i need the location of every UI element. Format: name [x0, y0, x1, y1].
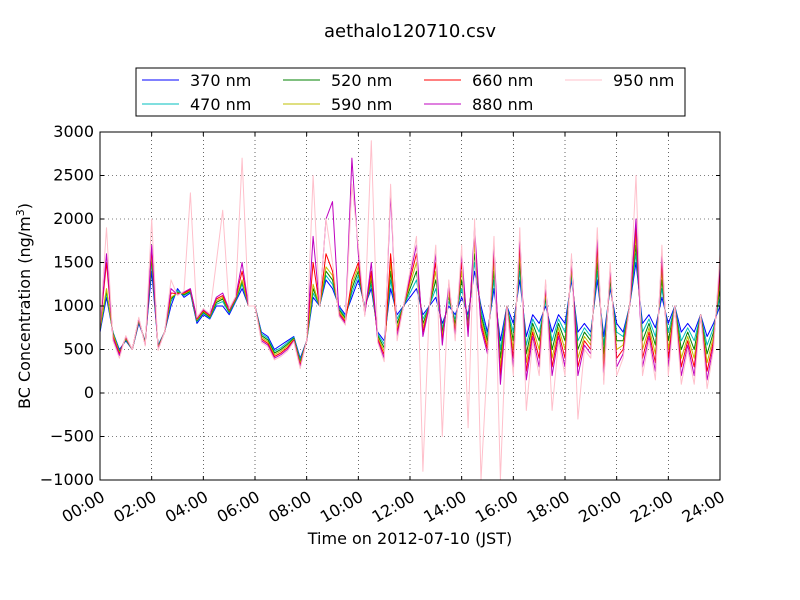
y-tick-label: 2000 — [53, 209, 94, 228]
series-line-520-nm — [99, 244, 721, 363]
y-tick-label: −1000 — [40, 470, 94, 489]
y-axis-label: BC Concentration (ng/m3) — [14, 203, 34, 409]
y-tick-labels: −1000 −500 0 500 1000 1500 2000 2500 3000 — [40, 122, 94, 489]
y-axis-label-end: ) — [15, 203, 34, 209]
series-lines — [99, 140, 721, 481]
legend: 370 nm 470 nm 520 nm 590 nm 660 nm 880 nm 950 … — [135, 67, 686, 117]
y-tick-label: −500 — [50, 427, 94, 446]
legend-label: 590 nm — [331, 95, 392, 114]
y-axis-label-main: BC Concentration (ng/m — [15, 216, 34, 409]
legend-label: 370 nm — [190, 71, 251, 90]
x-axis-label: Time on 2012-07-10 (JST) — [307, 529, 512, 548]
y-axis-label-superscript: 3 — [14, 209, 27, 216]
series-line-660-nm — [99, 227, 721, 377]
series-line-950-nm — [99, 140, 721, 481]
legend-box — [135, 67, 686, 117]
axis-ticks — [99, 131, 721, 481]
y-tick-label: 1500 — [53, 253, 94, 272]
chart-title: aethalo120710.csv — [324, 21, 496, 42]
legend-label: 470 nm — [190, 95, 251, 114]
y-tick-label: 2500 — [53, 166, 94, 185]
legend-label: 520 nm — [331, 71, 392, 90]
y-tick-label: 1000 — [53, 296, 94, 315]
series-line-470-nm — [99, 253, 721, 361]
series-line-370-nm — [99, 262, 721, 359]
legend-label: 880 nm — [472, 95, 533, 114]
y-tick-label: 500 — [63, 340, 94, 359]
legend-label: 950 nm — [613, 71, 674, 90]
y-tick-label: 0 — [84, 383, 94, 402]
y-tick-label: 3000 — [53, 122, 94, 141]
legend-label: 660 nm — [472, 71, 533, 90]
